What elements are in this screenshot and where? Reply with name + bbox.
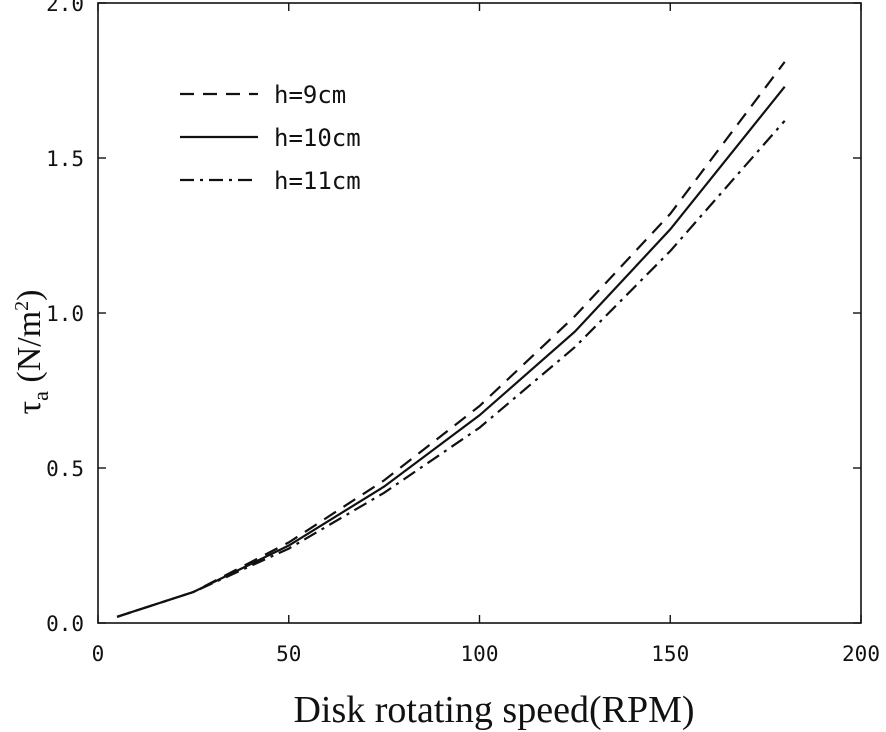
series-line-2 [116,86,786,618]
plot-frame [97,2,862,624]
x-axis-label: Disk rotating speed(RPM) [293,689,694,731]
y-tick-label: 0.0 [46,612,84,636]
x-tick-labels: 0 50 100 150 200 [92,642,880,666]
x-tick-label: 150 [651,642,689,666]
series-line-3 [116,120,786,618]
axis-ticks [97,2,862,624]
series-line-1 [116,61,786,618]
legend-label-2: h=10cm [274,124,361,152]
y-tick-label: 2.0 [46,0,84,16]
x-tick-label: 100 [461,642,499,666]
x-tick-label: 0 [92,642,105,666]
legend-label-1: h=9cm [274,81,346,109]
y-tick-labels: 0.0 0.5 1.0 1.5 2.0 [46,0,84,636]
y-axis-subscript: a [28,391,53,401]
y-axis-unit-close: ) [11,289,48,300]
x-tick-label: 50 [276,642,301,666]
y-tick-label: 0.5 [46,457,84,481]
series-lines [116,61,786,618]
y-tick-label: 1.0 [46,302,84,326]
x-tick-label: 200 [842,642,880,666]
y-axis-unit-open: (N/m [11,311,48,391]
y-tick-label: 1.5 [46,147,84,171]
y-axis-label: τa (N/m2) [11,289,53,414]
legend: h=9cm h=10cm h=11cm [180,81,361,195]
y-axis-symbol: τ [11,401,48,415]
y-axis-unit-power: 2 [11,301,33,311]
legend-label-3: h=11cm [274,167,361,195]
